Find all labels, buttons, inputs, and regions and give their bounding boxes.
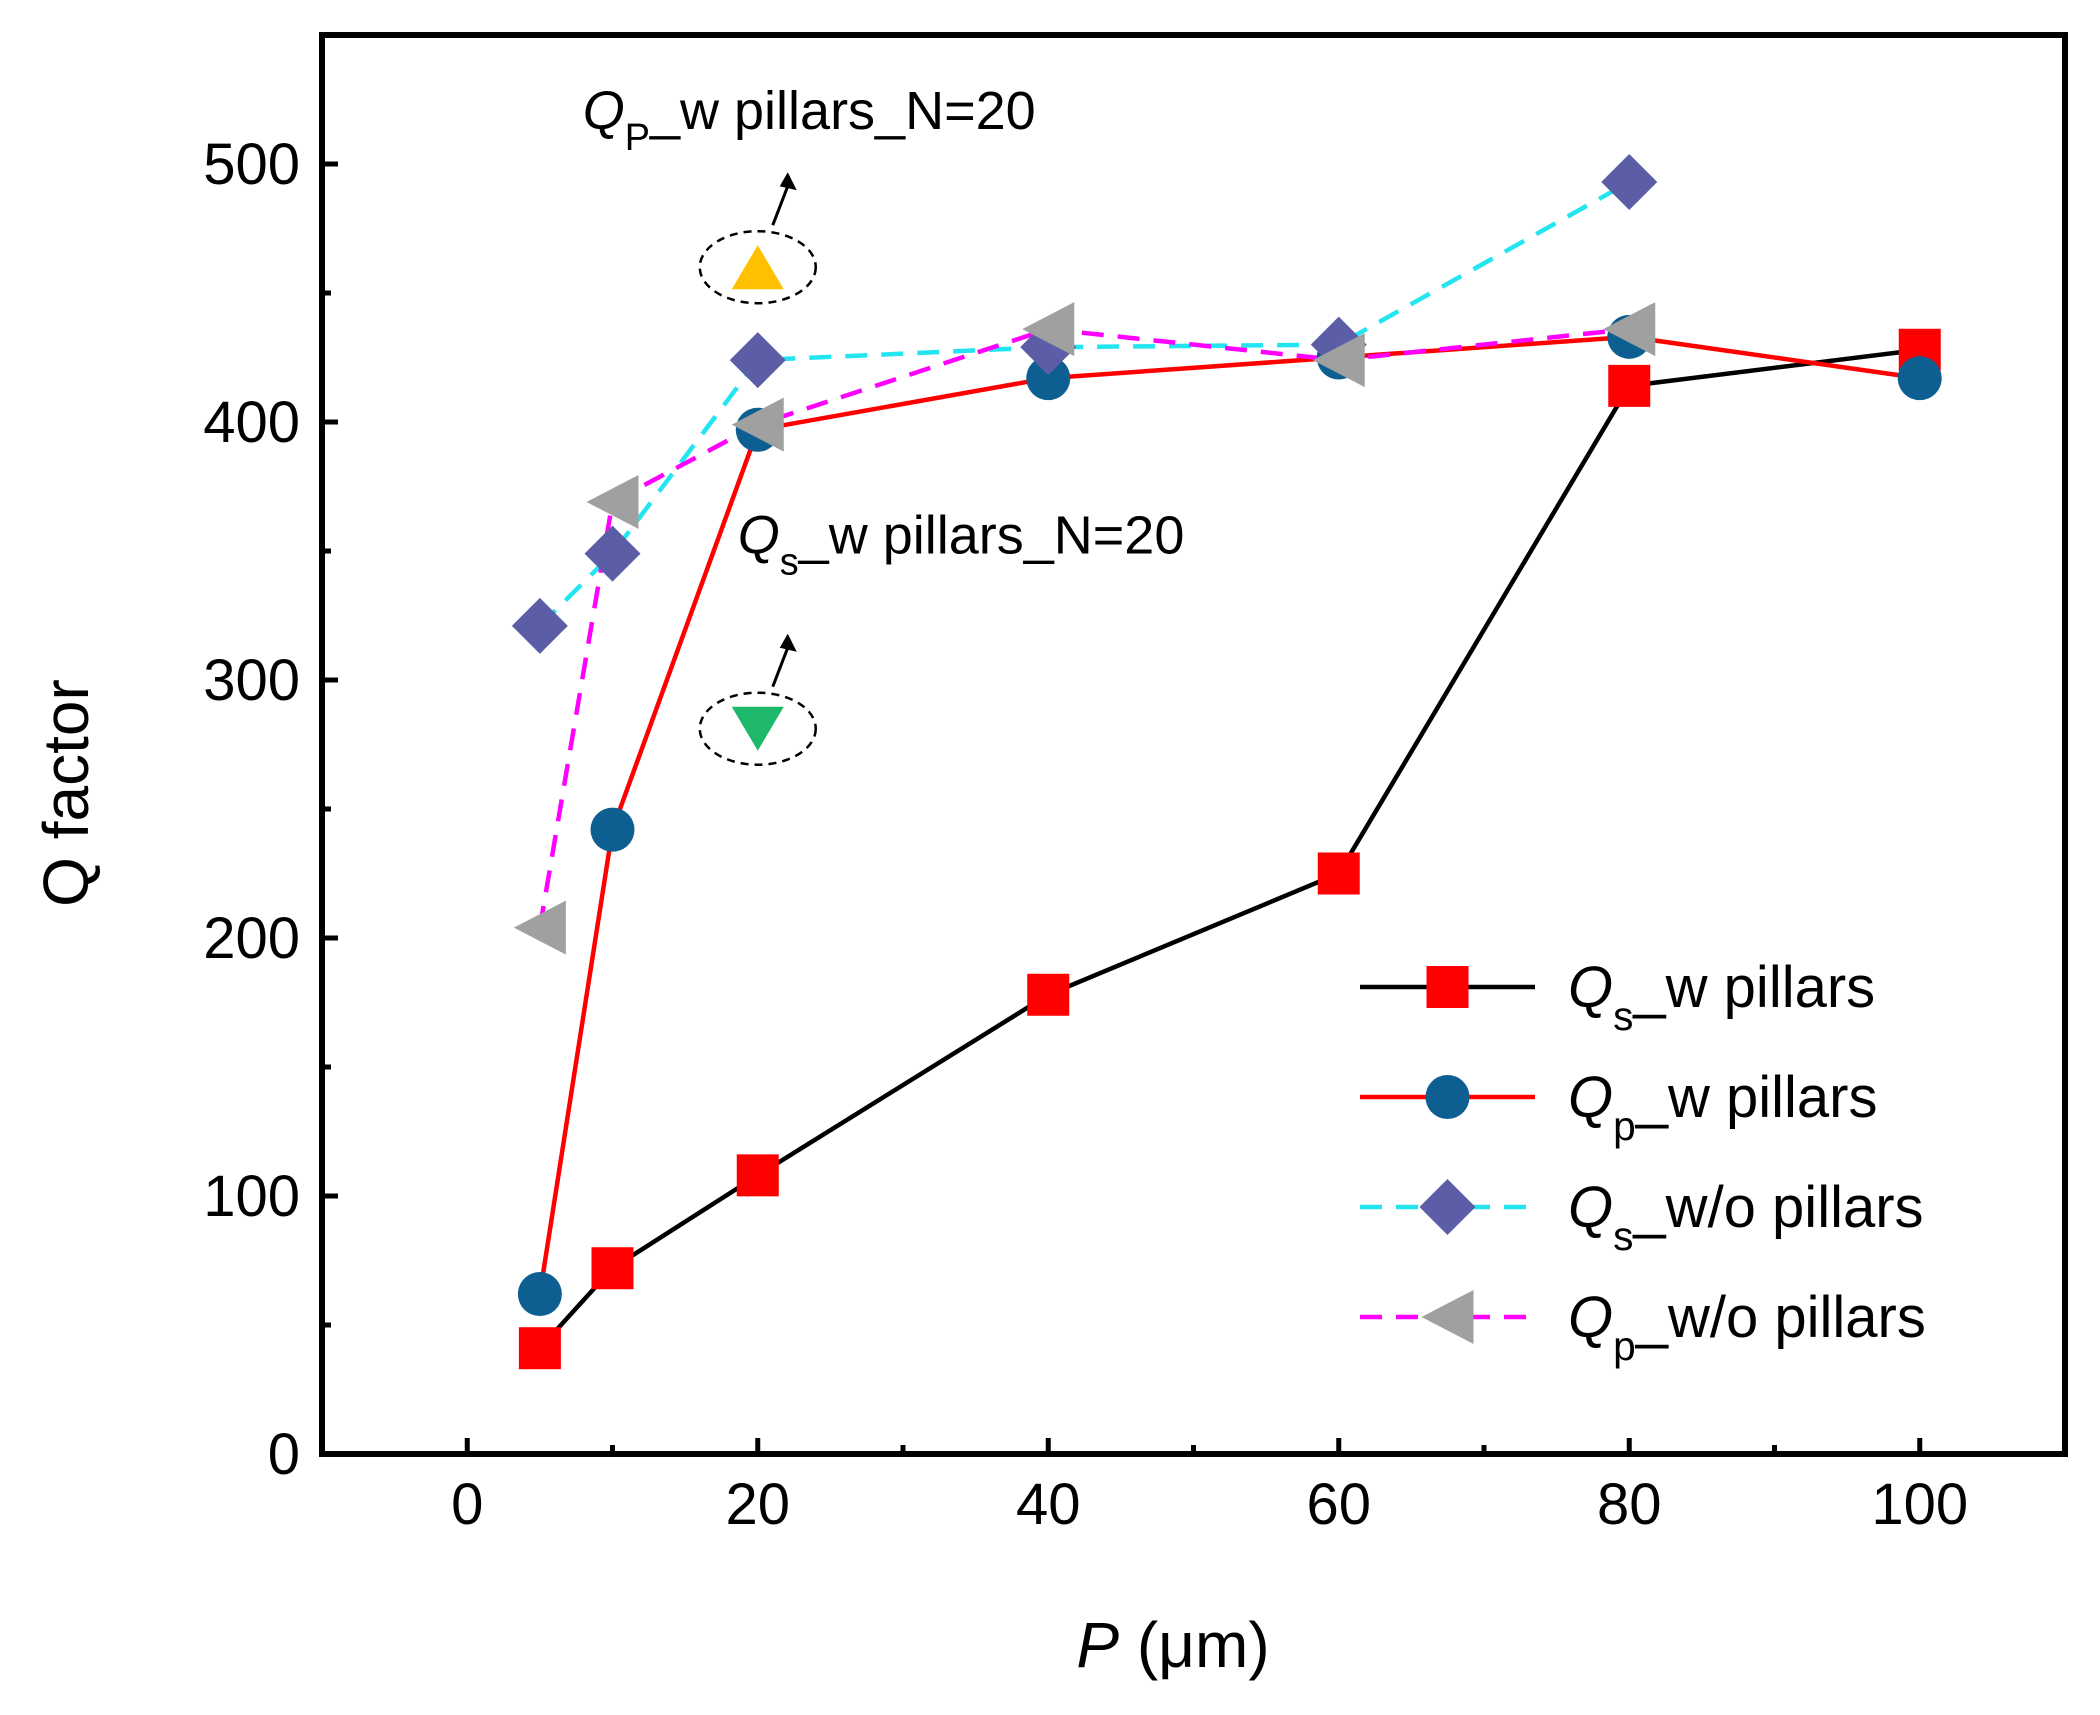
x-tick-label: 40 [1016,1472,1081,1537]
series-2-points [517,314,1942,1317]
x-tick-label: 0 [451,1472,483,1537]
legend-marker [1426,966,1469,1008]
y-tick-label: 0 [268,1422,300,1487]
series-2 [537,334,1921,1295]
y-tick-label: 200 [203,906,300,971]
annotation-2: Qs_w pillars_N=20 [698,506,1185,766]
plot-frame [319,32,2068,1457]
data-point [517,1272,562,1317]
annotation-label-text: _w pillars_N=20 [798,506,1185,566]
data-point [1027,973,1070,1016]
annotation-marker [731,706,784,751]
x-axis-title-variable: P [1076,1609,1119,1681]
annotation-arrow [771,647,790,688]
data-point [584,525,641,582]
data-point [1608,364,1651,407]
annotation-1: QP_w pillars_N=20 [583,81,1036,305]
legend-item-2: Qp_w pillars [1360,1065,1877,1149]
series-line [537,326,1630,929]
ticks-layer: 0 20 40 60 80 100 0 100 200 300 400 500 [203,132,1968,1537]
legend-label-symbol: Q [1568,1175,1613,1240]
legend-item-3: Qs_w/o pillars [1360,1175,1924,1259]
legend-label: Qp_w pillars [1568,1065,1877,1149]
series-3-points [511,154,1658,654]
data-point [1317,852,1360,895]
y-tick-label: 500 [203,132,300,197]
y-tick-label: 300 [203,648,300,713]
series-4 [537,326,1630,929]
data-point [736,1154,779,1197]
annotation-label-symbol: Q [583,81,625,141]
legend-label-symbol: Q [1568,1065,1613,1130]
annotation-ellipse [698,691,817,766]
legend-label: Qs_w pillars [1568,955,1875,1039]
legend-label-subscript: s [1613,993,1633,1039]
annotation-arrowhead [779,172,797,191]
series-4-points [513,302,1656,955]
x-tick-label: 100 [1871,1472,1968,1537]
x-axis-title: P (μm) [1076,1609,1269,1681]
legend-marker [1421,1290,1474,1344]
x-tick-label: 60 [1306,1472,1371,1537]
x-tick-label: 20 [725,1472,790,1537]
legend-label-text: _w/o pillars [1635,1285,1926,1350]
annotation-label: Qs_w pillars_N=20 [738,506,1185,584]
series-line [537,334,1921,1295]
legend-label-text: _w pillars [1635,1065,1878,1130]
legend-item-1: Qs_w pillars [1360,955,1875,1039]
annotation-arrowhead [779,633,797,652]
data-point [511,597,568,654]
legend-marker [1425,1075,1470,1119]
y-tick-label: 400 [203,390,300,455]
legend-marker [1419,1179,1476,1235]
data-point [513,900,566,955]
plot-layer [511,154,1942,1370]
legend-label-subscript: p [1613,1323,1636,1369]
data-point [518,1327,561,1370]
data-point [591,1247,634,1290]
y-tick-label: 100 [203,1164,300,1229]
data-point [729,332,786,389]
annotation-label-text: _w pillars_N=20 [649,81,1036,141]
y-axis-title: Q factor [30,679,102,907]
data-point [731,397,784,452]
legend-label: Qs_w/o pillars [1568,1175,1924,1259]
annotation-label: QP_w pillars_N=20 [583,81,1036,159]
legend-label-symbol: Q [1568,955,1613,1020]
annotation-label-subscript: s [780,542,799,584]
data-point [1026,356,1071,401]
x-axis-title-unit: (μm) [1119,1609,1270,1681]
annotation-arrow [771,185,790,226]
data-point [1022,302,1075,357]
legend-label-text: _w/o pillars [1632,1175,1923,1240]
data-point [586,474,639,529]
legend-label: Qp_w/o pillars [1568,1285,1926,1369]
legend-item-4: Qp_w/o pillars [1360,1285,1926,1369]
legend-label-text: _w pillars [1632,955,1875,1020]
annotation-ellipse [698,229,817,305]
data-point [1603,302,1656,357]
legend-label-subscript: p [1613,1103,1636,1149]
annotation-label-subscript: P [625,117,650,159]
data-point [1601,154,1658,211]
annotation-marker [731,245,784,290]
data-point [1897,356,1942,401]
legend-label-subscript: s [1613,1213,1633,1259]
data-point [1312,333,1365,388]
x-tick-label: 80 [1597,1472,1662,1537]
data-point [590,807,635,852]
legend-label-symbol: Q [1568,1285,1613,1350]
annotation-label-symbol: Q [738,506,780,566]
series-1-points [518,328,1941,1370]
